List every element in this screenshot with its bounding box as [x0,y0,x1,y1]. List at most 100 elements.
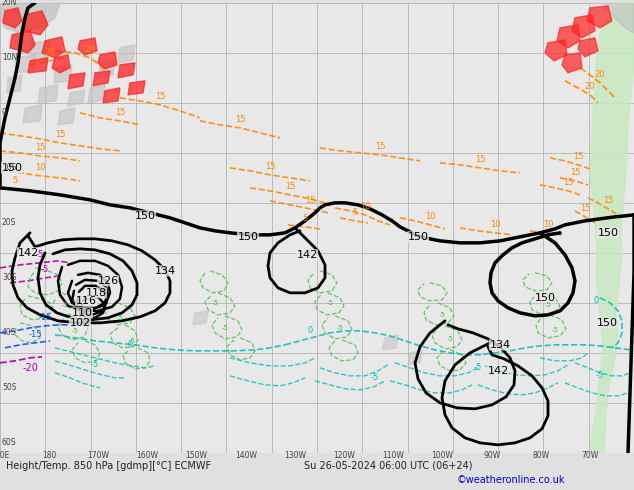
Text: 15: 15 [375,143,385,151]
Polygon shape [118,45,135,63]
Polygon shape [578,38,598,57]
Polygon shape [68,73,85,89]
Text: -5: -5 [327,300,333,306]
Polygon shape [30,41,50,61]
Text: 20S: 20S [2,219,16,227]
Text: -5: -5 [36,250,44,259]
Text: 15: 15 [55,130,65,139]
Text: 170E: 170E [0,451,10,460]
Text: 160W: 160W [136,451,158,460]
Text: 126: 126 [98,276,119,286]
Text: 15: 15 [563,178,573,187]
Text: 15: 15 [475,155,485,164]
Polygon shape [28,58,48,73]
Text: 150: 150 [238,232,259,242]
Text: 5: 5 [353,208,358,218]
Text: 0: 0 [127,341,133,349]
Text: 15: 15 [155,92,165,101]
Text: 116: 116 [75,296,96,306]
Text: 30S: 30S [2,273,16,282]
Polygon shape [605,3,634,33]
Text: 150W: 150W [186,451,208,460]
Text: 60S: 60S [2,439,16,447]
Text: 0: 0 [2,108,7,117]
Text: 20: 20 [595,71,605,79]
Text: 10S: 10S [2,163,16,172]
Text: 150: 150 [597,318,618,328]
Text: 20: 20 [585,82,595,91]
Text: 20N: 20N [2,0,17,7]
Text: 110: 110 [72,308,93,318]
Polygon shape [7,75,22,93]
Text: -5: -5 [41,266,49,274]
Polygon shape [545,40,567,61]
Text: 142: 142 [17,248,39,258]
Text: -5: -5 [221,325,228,331]
Polygon shape [382,335,398,350]
Text: -5: -5 [545,302,552,308]
Text: 10: 10 [359,202,370,211]
Polygon shape [42,37,65,58]
Text: 40S: 40S [2,328,16,337]
Text: -15: -15 [38,313,52,322]
Text: Su 26-05-2024 06:00 UTC (06+24): Su 26-05-2024 06:00 UTC (06+24) [304,461,473,470]
Polygon shape [98,60,115,78]
Text: 15: 15 [265,162,275,171]
Text: 15: 15 [285,182,295,192]
Text: 10: 10 [543,220,553,229]
Text: -5: -5 [72,328,79,334]
Polygon shape [3,8,22,28]
Polygon shape [562,53,582,73]
Polygon shape [572,15,595,38]
Polygon shape [128,81,145,95]
Text: -5: -5 [446,336,453,342]
Text: -5: -5 [129,338,136,344]
Polygon shape [68,90,85,106]
Text: -5: -5 [91,360,99,369]
Polygon shape [118,63,135,78]
Text: 15: 15 [570,169,580,177]
Text: -5: -5 [61,302,68,308]
Polygon shape [58,108,75,125]
Polygon shape [557,25,580,48]
Text: 130W: 130W [284,451,306,460]
Polygon shape [15,55,35,73]
Text: 134: 134 [489,340,510,350]
Text: 150: 150 [534,293,555,303]
Text: 118: 118 [86,288,107,298]
Polygon shape [103,88,120,103]
Text: 142: 142 [296,250,318,260]
Polygon shape [587,6,612,28]
Text: 15: 15 [115,108,126,117]
Text: 10: 10 [35,163,45,172]
Text: 150: 150 [1,163,22,173]
Text: -5: -5 [117,315,124,321]
Text: 10: 10 [425,212,436,221]
Text: 70W: 70W [581,451,598,460]
Text: -5: -5 [337,325,344,331]
Text: 150: 150 [597,228,619,238]
Text: 150: 150 [134,211,155,221]
Polygon shape [52,55,70,73]
Text: 15: 15 [573,152,583,161]
Text: 15: 15 [305,196,315,205]
Text: 170W: 170W [87,451,109,460]
Text: -15: -15 [29,330,42,340]
Text: 20: 20 [85,46,95,54]
Text: -5: -5 [552,327,559,333]
Polygon shape [93,71,110,86]
Text: ©weatheronline.co.uk: ©weatheronline.co.uk [456,475,565,485]
Text: -5: -5 [474,364,482,372]
Polygon shape [0,3,60,33]
Text: 15: 15 [235,115,245,124]
Text: 20: 20 [45,49,55,57]
Text: 5: 5 [302,214,307,223]
Polygon shape [38,85,58,103]
Text: 80W: 80W [533,451,550,460]
Text: 100W: 100W [432,451,453,460]
Text: -5: -5 [596,371,604,380]
Text: 110W: 110W [382,451,404,460]
Text: 10: 10 [489,220,500,229]
Polygon shape [590,3,634,453]
Polygon shape [193,311,208,325]
